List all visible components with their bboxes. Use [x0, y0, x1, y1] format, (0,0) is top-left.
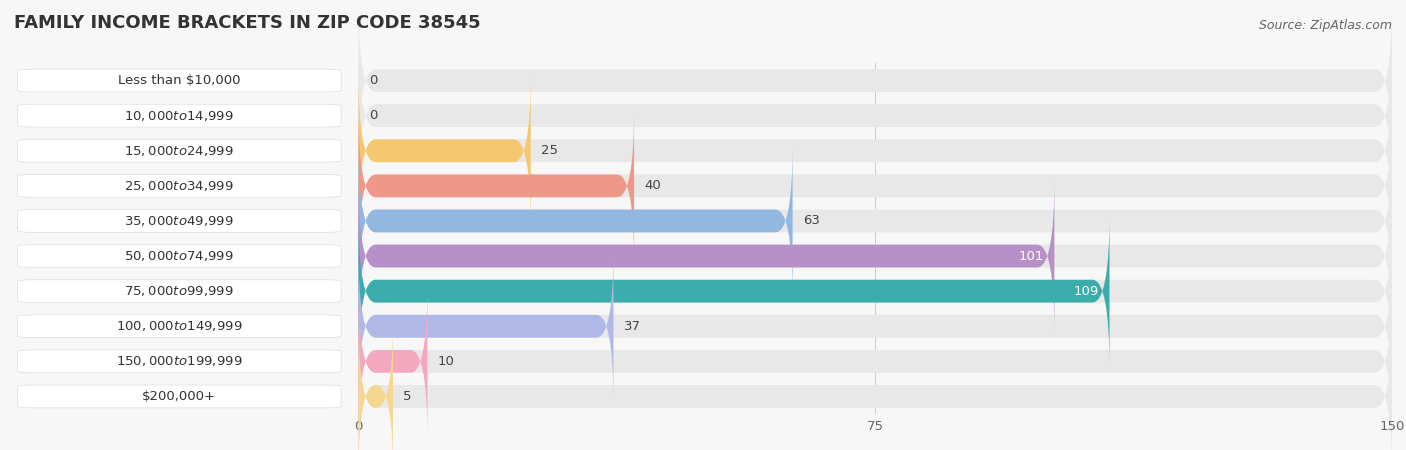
FancyBboxPatch shape [359, 74, 1392, 227]
Text: 5: 5 [404, 390, 412, 403]
FancyBboxPatch shape [17, 315, 342, 338]
Text: 63: 63 [803, 215, 820, 227]
FancyBboxPatch shape [359, 215, 1109, 368]
Text: Less than $10,000: Less than $10,000 [118, 74, 240, 87]
FancyBboxPatch shape [17, 104, 342, 127]
Text: $75,000 to $99,999: $75,000 to $99,999 [124, 284, 235, 298]
FancyBboxPatch shape [359, 4, 1392, 157]
Text: 37: 37 [624, 320, 641, 333]
FancyBboxPatch shape [17, 245, 342, 267]
FancyBboxPatch shape [17, 385, 342, 408]
FancyBboxPatch shape [359, 180, 1392, 333]
Text: $15,000 to $24,999: $15,000 to $24,999 [124, 144, 235, 158]
Text: $10,000 to $14,999: $10,000 to $14,999 [124, 108, 235, 123]
FancyBboxPatch shape [359, 215, 1392, 368]
Text: 40: 40 [644, 180, 661, 192]
FancyBboxPatch shape [17, 140, 342, 162]
Text: $35,000 to $49,999: $35,000 to $49,999 [124, 214, 235, 228]
Text: 0: 0 [368, 109, 377, 122]
Text: $200,000+: $200,000+ [142, 390, 217, 403]
Text: 25: 25 [541, 144, 558, 157]
FancyBboxPatch shape [359, 320, 1392, 450]
FancyBboxPatch shape [17, 69, 342, 92]
FancyBboxPatch shape [359, 285, 1392, 438]
FancyBboxPatch shape [359, 144, 793, 297]
FancyBboxPatch shape [359, 39, 1392, 192]
FancyBboxPatch shape [359, 285, 427, 438]
FancyBboxPatch shape [359, 320, 394, 450]
Text: 101: 101 [1019, 250, 1045, 262]
Text: 0: 0 [368, 74, 377, 87]
Text: 109: 109 [1074, 285, 1099, 297]
FancyBboxPatch shape [359, 180, 1054, 333]
Text: Source: ZipAtlas.com: Source: ZipAtlas.com [1258, 18, 1392, 32]
Text: $25,000 to $34,999: $25,000 to $34,999 [124, 179, 235, 193]
FancyBboxPatch shape [359, 109, 634, 262]
Text: $150,000 to $199,999: $150,000 to $199,999 [117, 354, 242, 369]
Text: 10: 10 [437, 355, 454, 368]
FancyBboxPatch shape [359, 250, 1392, 403]
FancyBboxPatch shape [17, 350, 342, 373]
FancyBboxPatch shape [359, 74, 531, 227]
FancyBboxPatch shape [359, 250, 613, 403]
FancyBboxPatch shape [17, 175, 342, 197]
FancyBboxPatch shape [17, 210, 342, 232]
Text: $100,000 to $149,999: $100,000 to $149,999 [117, 319, 242, 333]
FancyBboxPatch shape [359, 144, 1392, 297]
FancyBboxPatch shape [17, 280, 342, 302]
FancyBboxPatch shape [359, 109, 1392, 262]
Text: FAMILY INCOME BRACKETS IN ZIP CODE 38545: FAMILY INCOME BRACKETS IN ZIP CODE 38545 [14, 14, 481, 32]
Text: $50,000 to $74,999: $50,000 to $74,999 [124, 249, 235, 263]
